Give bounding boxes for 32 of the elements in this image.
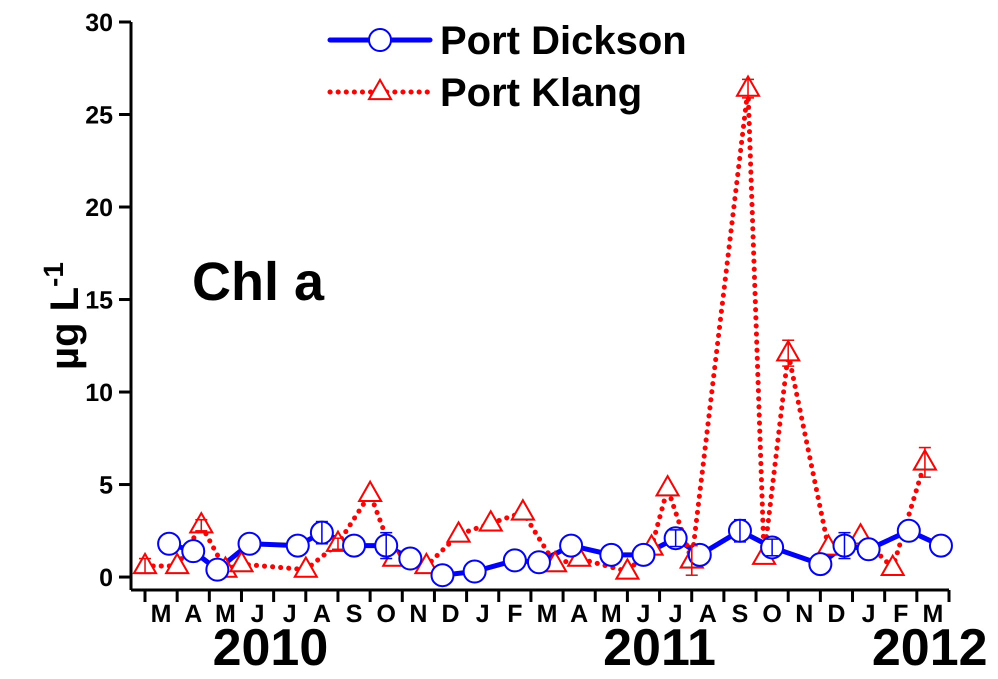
x-tick-label: J — [636, 600, 650, 628]
y-tick-label: 30 — [85, 8, 113, 37]
x-tick-label: M — [536, 600, 558, 628]
y-tick-label: 5 — [99, 471, 114, 500]
x-tick-label: A — [312, 600, 331, 628]
x-tick-label: A — [184, 600, 202, 628]
x-tick-label: S — [346, 600, 362, 628]
x-tick-label: A — [570, 600, 588, 628]
x-tick-label: J — [282, 600, 297, 628]
x-tick-label: J — [250, 600, 265, 628]
x-tick-label: N — [409, 600, 428, 628]
x-tick-label: J — [862, 600, 876, 628]
x-tick-label: D — [827, 600, 846, 628]
x-tick-label: S — [732, 600, 748, 628]
x-tick-label: M — [922, 600, 944, 628]
x-tick-label: A — [698, 600, 717, 628]
y-tick-label: 20 — [85, 194, 113, 222]
annotation: Chl a — [192, 252, 325, 312]
x-tick-label: J — [476, 600, 490, 628]
y-tick-label: 10 — [85, 378, 113, 407]
x-tick-label: J — [668, 600, 683, 628]
x-tick-label: F — [507, 600, 522, 628]
y-tick-label: 15 — [85, 286, 114, 314]
x-tick-label: N — [795, 600, 814, 628]
x-tick-label: M — [150, 600, 172, 628]
legend-label: Port Dickson — [440, 19, 687, 63]
legend-label: Port Klang — [440, 71, 642, 115]
x-tick-label: D — [441, 600, 460, 628]
y-tick-label: 0 — [99, 564, 113, 592]
x-tick-label: O — [762, 600, 782, 628]
y-tick-label: 25 — [85, 101, 114, 130]
x-tick-label: O — [376, 600, 396, 628]
